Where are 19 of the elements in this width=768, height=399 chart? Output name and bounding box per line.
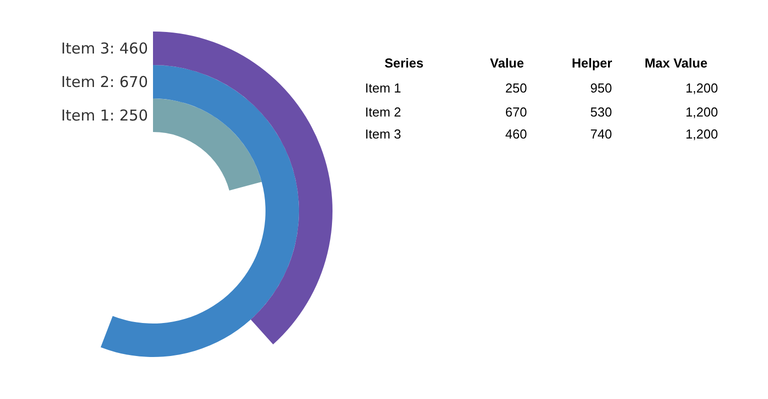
text: Item 1: 250 [61,106,148,124]
category-label: Item 1 [365,80,402,96]
text: Max Value [644,56,708,71]
data-label: 670 [505,104,527,120]
legend-title: Series [384,56,424,71]
text: Item 3: 460 [61,40,148,58]
data-label: 250 [505,80,527,96]
category-label: Item 3 [365,126,402,142]
data-label: 530 [590,104,612,120]
data-label: 460 [505,126,527,142]
data-label: 950 [590,80,612,96]
text: Helper [572,56,612,71]
category-label: Item 2 [365,104,402,120]
data-label: 1,200 [685,126,718,142]
text: Item 2: 670 [61,73,148,91]
data-label: 1,200 [685,104,718,120]
data-label: 1,200 [685,80,718,96]
text: Value [490,56,524,71]
data-label: 740 [590,126,612,142]
